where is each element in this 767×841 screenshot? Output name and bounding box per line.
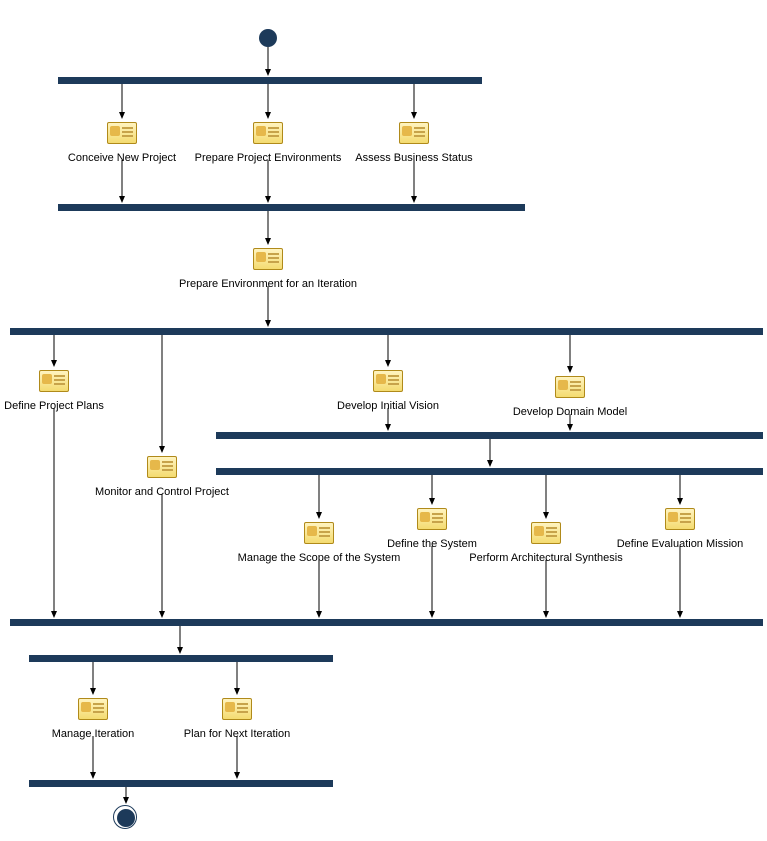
sync-bar-8 bbox=[29, 780, 333, 787]
activity-manage-iteration[interactable]: Manage Iteration bbox=[43, 698, 143, 742]
activity-label: Define Evaluation Mission bbox=[612, 537, 748, 552]
activity-icon bbox=[222, 698, 252, 720]
activity-icon bbox=[253, 122, 283, 144]
activity-label: Conceive New Project bbox=[62, 151, 182, 166]
activity-icon bbox=[147, 456, 177, 478]
activity-label: Assess Business Status bbox=[350, 151, 478, 166]
sync-bar-7 bbox=[29, 655, 333, 662]
activity-prepare-environment-iteration[interactable]: Prepare Environment for an Iteration bbox=[173, 248, 363, 292]
activity-icon bbox=[417, 508, 447, 530]
activity-define-project-plans[interactable]: Define Project Plans bbox=[0, 370, 108, 414]
sync-bar-5 bbox=[216, 468, 763, 475]
activity-icon bbox=[304, 522, 334, 544]
activity-define-evaluation-mission[interactable]: Define Evaluation Mission bbox=[612, 508, 748, 552]
activity-diagram-canvas: Conceive New Project Prepare Project Env… bbox=[0, 0, 767, 841]
activity-icon bbox=[531, 522, 561, 544]
activity-label: Perform Architectural Synthesis bbox=[466, 551, 626, 566]
activity-develop-domain-model[interactable]: Develop Domain Model bbox=[505, 376, 635, 420]
activity-label: Manage the Scope of the System bbox=[234, 551, 404, 566]
activity-label: Prepare Project Environments bbox=[190, 151, 346, 166]
activity-label: Monitor and Control Project bbox=[90, 485, 234, 500]
activity-icon bbox=[78, 698, 108, 720]
activity-label: Develop Domain Model bbox=[505, 405, 635, 420]
activity-icon bbox=[555, 376, 585, 398]
activity-label: Define Project Plans bbox=[0, 399, 108, 414]
activity-icon bbox=[39, 370, 69, 392]
sync-bar-1 bbox=[58, 77, 482, 84]
sync-bar-6 bbox=[10, 619, 763, 626]
sync-bar-4 bbox=[216, 432, 763, 439]
sync-bar-3 bbox=[10, 328, 763, 335]
activity-label: Plan for Next Iteration bbox=[177, 727, 297, 742]
activity-icon bbox=[373, 370, 403, 392]
activity-develop-initial-vision[interactable]: Develop Initial Vision bbox=[328, 370, 448, 414]
sync-bar-2 bbox=[58, 204, 525, 211]
activity-icon bbox=[107, 122, 137, 144]
activity-label: Manage Iteration bbox=[43, 727, 143, 742]
end-node bbox=[117, 809, 135, 827]
activity-icon bbox=[253, 248, 283, 270]
activity-label: Develop Initial Vision bbox=[328, 399, 448, 414]
start-node bbox=[259, 29, 277, 47]
activity-icon bbox=[665, 508, 695, 530]
activity-architectural-synthesis[interactable]: Perform Architectural Synthesis bbox=[466, 522, 626, 566]
activity-icon bbox=[399, 122, 429, 144]
activity-manage-scope[interactable]: Manage the Scope of the System bbox=[234, 522, 404, 566]
activity-monitor-control-project[interactable]: Monitor and Control Project bbox=[90, 456, 234, 500]
activity-conceive-new-project[interactable]: Conceive New Project bbox=[62, 122, 182, 166]
activity-label: Prepare Environment for an Iteration bbox=[173, 277, 363, 292]
activity-plan-next-iteration[interactable]: Plan for Next Iteration bbox=[177, 698, 297, 742]
activity-prepare-project-environments[interactable]: Prepare Project Environments bbox=[190, 122, 346, 166]
activity-assess-business-status[interactable]: Assess Business Status bbox=[350, 122, 478, 166]
